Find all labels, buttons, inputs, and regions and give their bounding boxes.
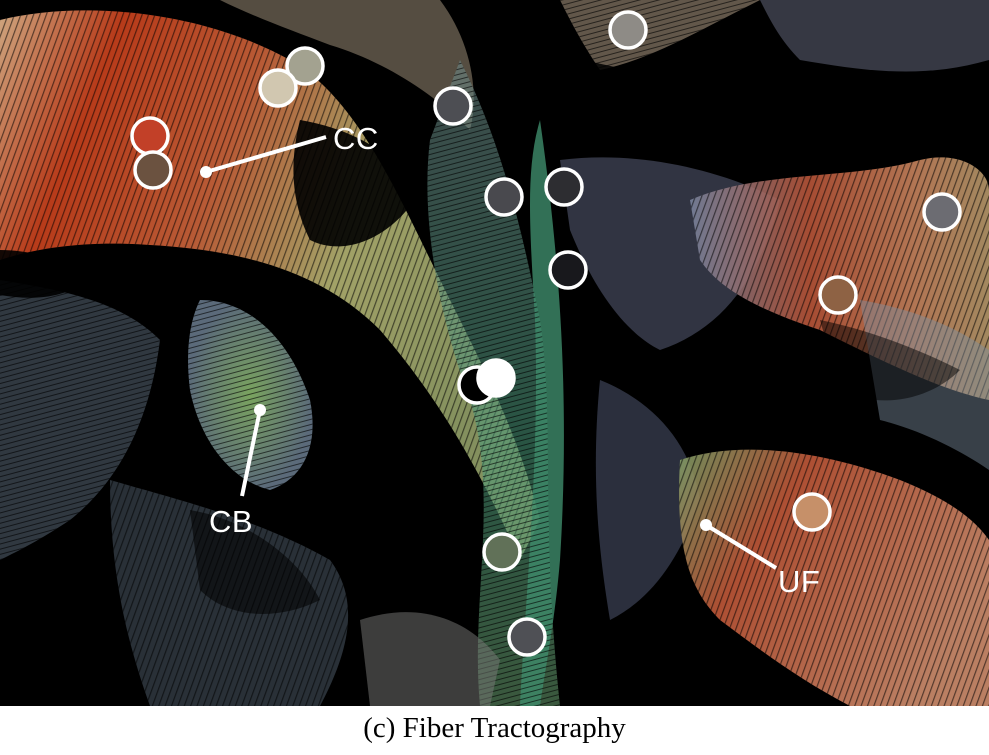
sample-marker (484, 177, 524, 217)
sample-marker (258, 68, 298, 108)
sample-marker (922, 192, 962, 232)
label-cb: CB (209, 504, 254, 539)
sample-marker (482, 532, 522, 572)
figure-caption: (c) Fiber Tractography (363, 712, 626, 744)
sample-marker (792, 492, 832, 532)
sample-markers (130, 10, 962, 657)
sample-marker (133, 150, 173, 190)
label-uf: UF (778, 564, 821, 599)
sample-marker (548, 250, 588, 290)
sample-marker (130, 116, 170, 156)
label-cc: CC (333, 121, 379, 156)
tractography-figure: CC CB UF (0, 0, 989, 706)
sample-marker (818, 275, 858, 315)
uf-anchor-dot (700, 519, 712, 531)
sample-marker (608, 10, 648, 50)
cc-anchor-dot (200, 166, 212, 178)
sample-marker (476, 358, 516, 398)
sample-marker (433, 86, 473, 126)
sample-marker (507, 617, 547, 657)
cb-anchor-dot (254, 404, 266, 416)
dark-gaps (0, 60, 960, 614)
sample-marker (285, 46, 325, 86)
fiber-canvas (0, 0, 989, 706)
leader-lines (200, 135, 778, 570)
sample-marker (544, 167, 584, 207)
